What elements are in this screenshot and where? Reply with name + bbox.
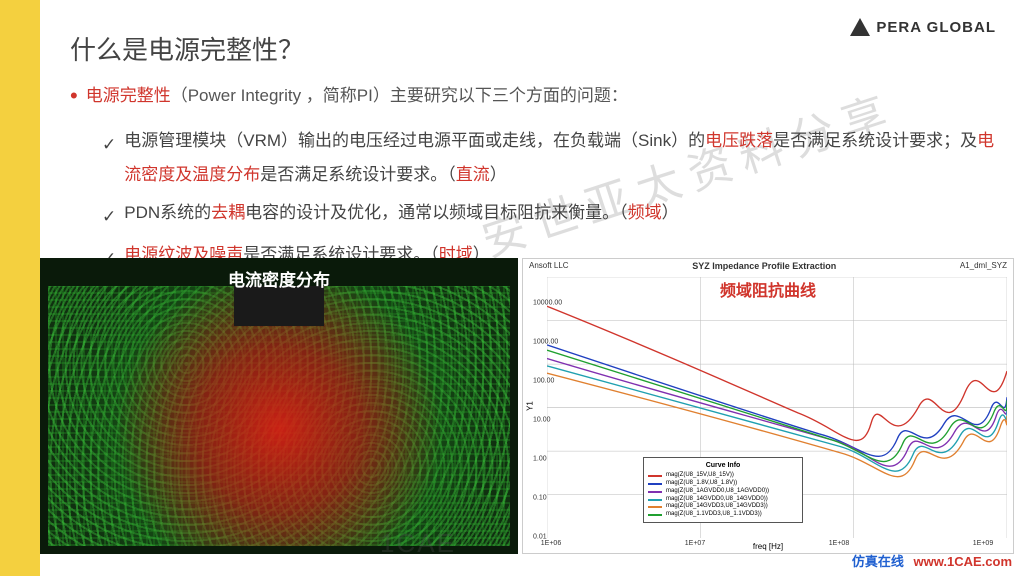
chart-header-left: Ansoft LLC <box>529 261 569 271</box>
chart-xlabel: freq [Hz] <box>753 542 783 551</box>
s1p2: 是否满足系统设计要求；及 <box>773 131 977 150</box>
footer-link: 仿真在线 www.1CAE.com <box>852 551 1012 570</box>
legend-row: mag(Z(U8_1AGVDD0,U8_1AGVDD0)) <box>648 488 798 496</box>
s2r1: 去耦 <box>211 203 245 222</box>
s1p1: 电源管理模块（VRM）输出的电压经过电源平面或走线，在负载端（Sink）的 <box>124 131 705 150</box>
ytick: 1.00 <box>533 456 547 463</box>
legend-swatch <box>648 483 662 485</box>
s2p1: PDN系统的 <box>124 203 211 222</box>
sub-bullet-list: ✓ 电源管理模块（VRM）输出的电压经过电源平面或走线，在负载端（Sink）的电… <box>70 124 996 276</box>
impedance-chart: Ansoft LLC SYZ Impedance Profile Extract… <box>522 258 1014 554</box>
ytick: 10000.00 <box>533 300 562 307</box>
legend-swatch <box>648 475 662 477</box>
xtick: 1E+07 <box>685 540 705 547</box>
sub-item-2: ✓ PDN系统的去耦电容的设计及优化，通常以频域目标阻抗来衡量。（频域） <box>102 196 996 234</box>
legend-row: mag(Z(U8_1.8V,U8_1.8V)) <box>648 480 798 488</box>
xtick: 1E+06 <box>541 540 561 547</box>
check-icon: ✓ <box>102 200 116 234</box>
sub-item-1: ✓ 电源管理模块（VRM）输出的电压经过电源平面或走线，在负载端（Sink）的电… <box>102 124 996 192</box>
s1p4: ） <box>490 165 507 184</box>
slide-content: 什么是电源完整性？ • 电源完整性（Power Integrity ，简称PI）… <box>70 30 996 280</box>
chart-legend: Curve Info mag(Z(U8_15V,U8_15V))mag(Z(U8… <box>643 457 803 523</box>
legend-title: Curve Info <box>648 461 798 470</box>
chart-header-right: A1_dml_SYZ <box>960 261 1007 271</box>
legend-label: mag(Z(U8_14GVDD3,U8_14GVDD3)) <box>666 503 768 511</box>
bullet-dot-icon: • <box>70 81 78 112</box>
legend-row: mag(Z(U8_14GVDD0,U8_14GVDD0)) <box>648 496 798 504</box>
ytick: 10.00 <box>533 417 551 424</box>
footer-cn: 仿真在线 <box>852 554 904 569</box>
left-image-label: 电流密度分布 <box>228 266 330 291</box>
page-title: 什么是电源完整性？ <box>70 30 996 67</box>
xtick: 1E+08 <box>829 540 849 547</box>
s2p2: 电容的设计及优化，通常以频域目标阻抗来衡量。（ <box>245 203 628 222</box>
bullet-red-term: 电源完整性 <box>86 86 171 105</box>
ytick: 1000.00 <box>533 339 558 346</box>
image-row: 电流密度分布 1CAE Ansoft LLC SYZ Impedance Pro… <box>40 258 1014 556</box>
s1r3: 直流 <box>456 165 490 184</box>
legend-label: mag(Z(U8_14GVDD0,U8_14GVDD0)) <box>666 496 768 504</box>
yellow-sidebar <box>0 0 40 576</box>
chart-red-label: 频域阻抗曲线 <box>720 277 816 301</box>
chip-silhouette <box>234 286 324 326</box>
legend-label: mag(Z(U8_1.8V,U8_1.8V)) <box>666 480 737 488</box>
chart-ylabel: Y1 <box>525 401 534 411</box>
current-density-image: 电流密度分布 1CAE <box>40 258 518 554</box>
legend-row: mag(Z(U8_15V,U8_15V)) <box>648 472 798 480</box>
ytick: 0.10 <box>533 495 547 502</box>
s2r2: 频域 <box>628 203 662 222</box>
s2p3: ） <box>662 203 679 222</box>
main-bullet: • 电源完整性（Power Integrity ，简称PI）主要研究以下三个方面… <box>70 81 996 112</box>
legend-swatch <box>648 506 662 508</box>
xtick: 1E+09 <box>973 540 993 547</box>
legend-swatch <box>648 491 662 493</box>
legend-label: mag(Z(U8_15V,U8_15V)) <box>666 472 734 480</box>
footer-url: www.1CAE.com <box>914 554 1012 569</box>
chart-header: Ansoft LLC SYZ Impedance Profile Extract… <box>523 261 1013 271</box>
legend-swatch <box>648 499 662 501</box>
ytick: 100.00 <box>533 378 554 385</box>
check-icon: ✓ <box>102 128 116 162</box>
s1p3: 是否满足系统设计要求。（ <box>260 165 456 184</box>
legend-label: mag(Z(U8_1.1VDD3,U8_1.1VDD3)) <box>666 511 762 519</box>
legend-row: mag(Z(U8_14GVDD3,U8_14GVDD3)) <box>648 503 798 511</box>
legend-label: mag(Z(U8_1AGVDD0,U8_1AGVDD0)) <box>666 488 769 496</box>
chart-header-center: SYZ Impedance Profile Extraction <box>692 261 836 271</box>
bullet-rest: （Power Integrity ，简称PI）主要研究以下三个方面的问题： <box>171 86 628 105</box>
legend-swatch <box>648 514 662 516</box>
s1r1: 电压跌落 <box>705 131 773 150</box>
legend-row: mag(Z(U8_1.1VDD3,U8_1.1VDD3)) <box>648 511 798 519</box>
